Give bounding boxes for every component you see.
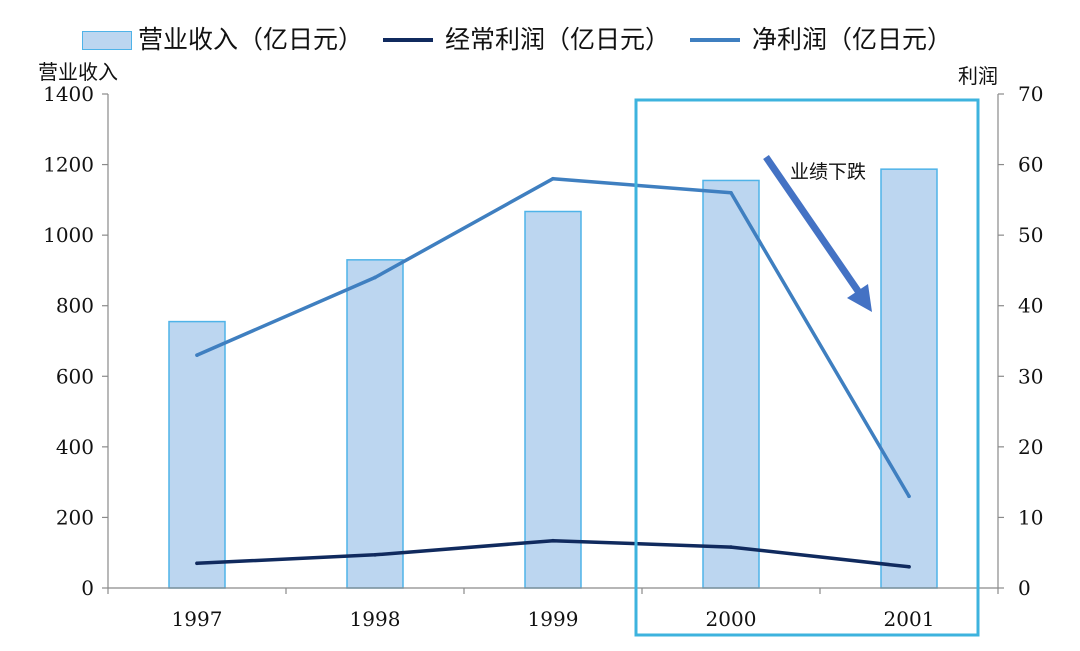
tick-labels: 0 200 400 600 800 1000 1200 1400 0 10 20 30 40 50 60 70…: [43, 82, 1043, 631]
annotation-text: 业绩下跌: [790, 161, 866, 183]
net-profit-point-2000: [729, 191, 733, 195]
chart-legend: 营业收入（亿日元） 经常利润（亿日元） 净利润（亿日元）: [82, 20, 972, 60]
net-profit-point-1999: [551, 176, 555, 181]
ordinary-profit-point-1997: [195, 561, 199, 566]
legend-swatch-net-profit: [690, 38, 741, 42]
legend-item-revenue: 营业收入（亿日元）: [82, 20, 363, 60]
legend-label-net-profit: 净利润（亿日元）: [752, 25, 953, 54]
ordinary-profit-point-2000: [729, 545, 733, 549]
net-profit-point-2001: [907, 494, 911, 499]
x-tick-label: 1998: [350, 607, 401, 631]
right-tick-label: 30: [1018, 364, 1043, 388]
legend-label-ordinary-profit: 经常利润（亿日元）: [445, 25, 671, 54]
legend-label-revenue: 营业收入（亿日元）: [138, 25, 364, 54]
ordinary-profit-point-1998: [373, 553, 377, 557]
right-tick-label: 10: [1018, 505, 1043, 529]
highlight-box: [634, 98, 980, 637]
right-tick-label: 50: [1018, 223, 1043, 247]
left-tick-label: 600: [56, 364, 94, 388]
revenue-bar-1998: [346, 259, 404, 589]
legend-item-ordinary-profit: 经常利润（亿日元）: [383, 20, 670, 60]
legend-item-net-profit: 净利润（亿日元）: [690, 20, 952, 60]
decline-arrow-shaft: [763, 155, 861, 293]
decline-arrow-head: [847, 284, 872, 312]
profit-lines: [195, 176, 911, 569]
right-axis-title: 利润: [958, 64, 998, 88]
legend-swatch-revenue: [82, 30, 132, 50]
net-profit-point-1997: [195, 353, 199, 357]
revenue-bar-1997: [168, 320, 226, 589]
right-tick-label: 20: [1018, 435, 1043, 459]
left-tick-label: 1200: [43, 153, 94, 177]
right-tick-label: 40: [1018, 294, 1043, 318]
revenue-bars: [168, 168, 938, 589]
left-axis-title: 营业收入: [38, 60, 118, 84]
x-tick-label: 1999: [528, 607, 579, 631]
legend-swatch-ordinary-profit: [383, 38, 434, 42]
left-tick-label: 0: [81, 576, 94, 600]
x-tick-label: 2001: [884, 607, 935, 631]
left-tick-label: 200: [56, 505, 94, 529]
annotation-layer: 业绩下跌: [634, 98, 980, 637]
revenue-bar-1999: [524, 210, 582, 589]
right-tick-label: 70: [1018, 82, 1043, 106]
x-tick-label: 1997: [172, 607, 223, 631]
ordinary-profit-point-2001: [907, 565, 911, 569]
revenue-bar-2000: [702, 179, 760, 589]
right-tick-label: 0: [1018, 576, 1031, 600]
left-tick-label: 400: [56, 435, 94, 459]
net-profit-point-1998: [373, 275, 377, 280]
left-tick-label: 800: [56, 294, 94, 318]
right-tick-label: 60: [1018, 153, 1043, 177]
x-tick-label: 2000: [706, 607, 757, 631]
ordinary-profit-point-1999: [551, 538, 555, 543]
revenue-bar-2001: [880, 168, 938, 589]
axes: [102, 93, 1004, 594]
left-tick-label: 1400: [43, 82, 94, 106]
left-tick-label: 1000: [43, 223, 94, 247]
